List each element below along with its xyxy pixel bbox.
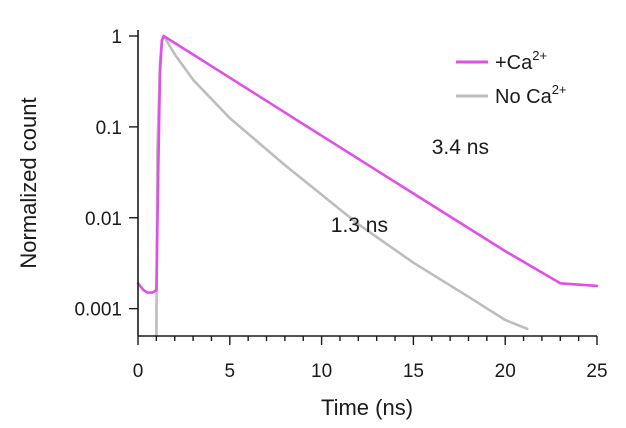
x-tick-label: 20 [495,361,516,382]
x-tick-label: 15 [403,361,424,382]
y-tick-label: 1 [111,27,122,48]
lifetime-annotation: 3.4 ns [432,136,489,159]
x-tick-label: 5 [225,361,236,382]
legend-label: No Ca2+ [495,82,567,108]
x-tick-label: 10 [311,361,332,382]
series-line-no-ca [155,34,529,338]
x-tick-label: 25 [586,361,607,382]
x-tick-label: 0 [133,361,144,382]
y-tick-label: 0.1 [96,118,122,139]
y-tick-label: 0.001 [74,300,122,321]
legend-label: +Ca2+ [495,48,547,74]
x-axis-ticks: 0 5 10 15 20 25 [133,336,608,382]
x-axis-title: Time (ns) [321,395,413,420]
lifetime-annotation: 1.3 ns [331,214,388,237]
y-axis-title: Normalized count [16,97,41,268]
plot-curves [136,34,599,338]
y-axis-ticks: 0.001 0.01 0.1 1 [74,27,138,321]
curve-annotations: 3.4 ns 1.3 ns [331,136,489,237]
legend: +Ca2+ No Ca2+ [456,48,567,108]
y-tick-label: 0.01 [85,209,122,230]
series-line-plus-ca [136,34,599,294]
